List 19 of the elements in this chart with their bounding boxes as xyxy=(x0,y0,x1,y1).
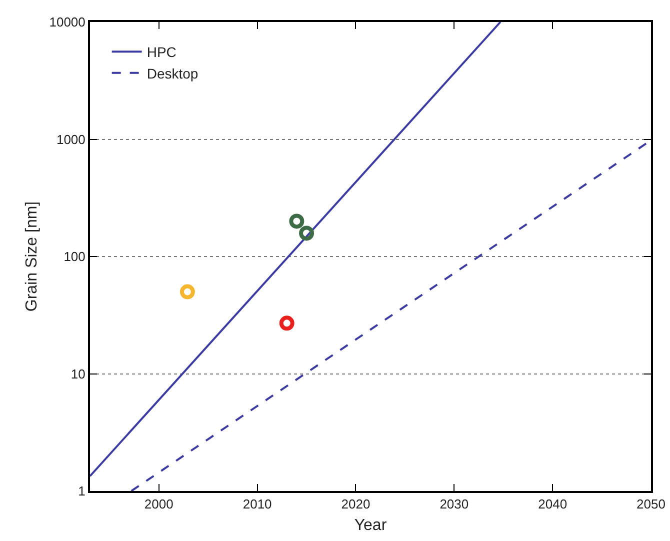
point xyxy=(289,214,304,229)
y-tick-label: 1 xyxy=(78,484,86,499)
y-tick-label: 100 xyxy=(64,249,86,264)
point xyxy=(299,226,314,241)
y-axis-title: Grain Size [nm] xyxy=(24,201,41,312)
y-tick-label: 10 xyxy=(70,366,86,382)
x-tick-label: 2050 xyxy=(636,496,666,512)
x-tick-label: 2030 xyxy=(440,496,469,512)
x-tick-label: 2000 xyxy=(144,496,174,512)
point xyxy=(279,316,294,331)
legend-label: HPC xyxy=(146,44,176,60)
legend-label: Desktop xyxy=(146,65,198,82)
y-tick-label: 1000 xyxy=(56,132,86,147)
y-tick-label: 10000 xyxy=(49,14,86,30)
x-tick-label: 2020 xyxy=(341,496,370,512)
point xyxy=(180,284,195,300)
x-tick-label: 2010 xyxy=(242,496,272,512)
x-tick-label: 2040 xyxy=(538,496,568,512)
x-axis-title: Year xyxy=(354,516,388,534)
